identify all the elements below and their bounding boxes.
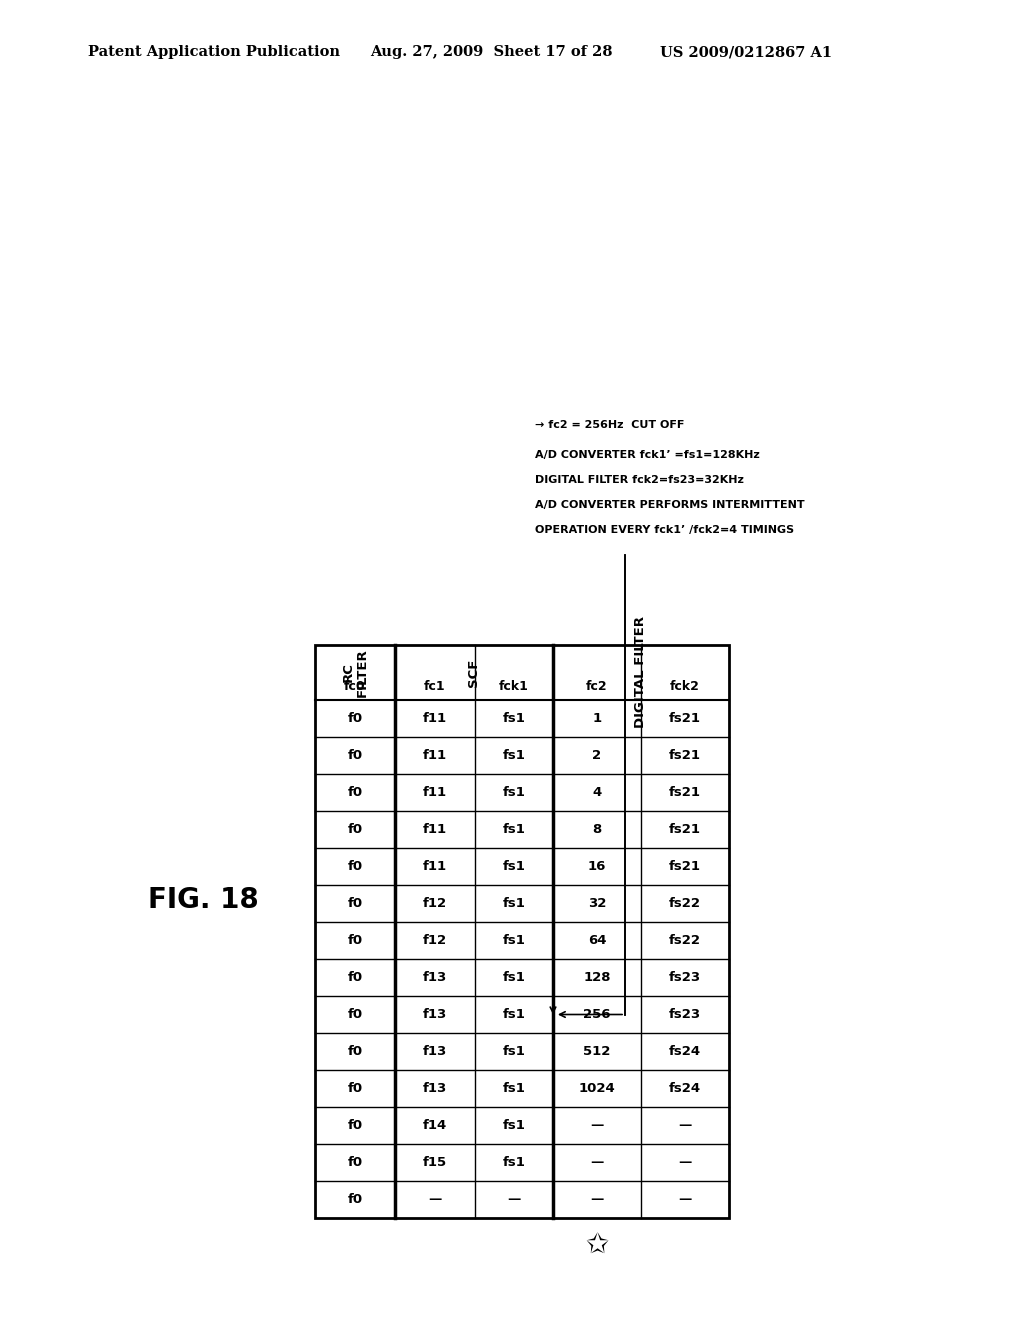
Text: fs1: fs1 — [503, 935, 525, 946]
Text: fs1: fs1 — [503, 898, 525, 909]
Text: OPERATION EVERY fck1’ /fck2=4 TIMINGS: OPERATION EVERY fck1’ /fck2=4 TIMINGS — [535, 525, 795, 535]
Text: f12: f12 — [423, 935, 447, 946]
Text: 1: 1 — [593, 711, 601, 725]
Text: f13: f13 — [423, 1082, 447, 1096]
Text: Patent Application Publication: Patent Application Publication — [88, 45, 340, 59]
Text: fs1: fs1 — [503, 748, 525, 762]
Text: f14: f14 — [423, 1119, 447, 1133]
Text: f11: f11 — [423, 785, 447, 799]
Text: 16: 16 — [588, 861, 606, 873]
Text: f0: f0 — [347, 1045, 362, 1059]
Text: 256: 256 — [584, 1008, 610, 1020]
Text: f0: f0 — [347, 1193, 362, 1206]
Text: f0: f0 — [347, 785, 362, 799]
Text: fc0: fc0 — [344, 680, 366, 693]
Text: fs1: fs1 — [503, 822, 525, 836]
Text: f12: f12 — [423, 898, 447, 909]
Text: 64: 64 — [588, 935, 606, 946]
Text: fs21: fs21 — [669, 822, 701, 836]
Text: f11: f11 — [423, 822, 447, 836]
Text: —: — — [678, 1193, 691, 1206]
Text: f13: f13 — [423, 972, 447, 983]
Text: fs1: fs1 — [503, 711, 525, 725]
Text: fs1: fs1 — [503, 1045, 525, 1059]
Text: fs1: fs1 — [503, 1119, 525, 1133]
Text: fs23: fs23 — [669, 972, 701, 983]
Text: f0: f0 — [347, 711, 362, 725]
Text: fck1: fck1 — [499, 680, 529, 693]
Text: f11: f11 — [423, 711, 447, 725]
Text: DIGITAL FILTER fck2=fs23=32KHz: DIGITAL FILTER fck2=fs23=32KHz — [535, 475, 743, 484]
Text: f0: f0 — [347, 861, 362, 873]
Text: fs1: fs1 — [503, 1082, 525, 1096]
Bar — [315, 645, 729, 1218]
Text: f0: f0 — [347, 972, 362, 983]
Text: f0: f0 — [347, 898, 362, 909]
Text: f15: f15 — [423, 1156, 447, 1170]
Text: —: — — [678, 1119, 691, 1133]
Text: —: — — [507, 1193, 520, 1206]
Text: fs1: fs1 — [503, 972, 525, 983]
Text: fc2: fc2 — [586, 680, 608, 693]
Text: f0: f0 — [347, 935, 362, 946]
Text: FIG. 18: FIG. 18 — [148, 886, 259, 913]
Text: A/D CONVERTER PERFORMS INTERMITTENT: A/D CONVERTER PERFORMS INTERMITTENT — [535, 500, 805, 510]
Text: A/D CONVERTER fck1’ =fs1=128KHz: A/D CONVERTER fck1’ =fs1=128KHz — [535, 450, 760, 459]
Text: RC
FILTER: RC FILTER — [341, 648, 369, 697]
Text: → fc2 = 256Hz  CUT OFF: → fc2 = 256Hz CUT OFF — [535, 420, 684, 430]
Text: fs24: fs24 — [669, 1082, 701, 1096]
Text: —: — — [428, 1193, 441, 1206]
Text: fs21: fs21 — [669, 711, 701, 725]
Text: 32: 32 — [588, 898, 606, 909]
Text: fs1: fs1 — [503, 1008, 525, 1020]
Text: US 2009/0212867 A1: US 2009/0212867 A1 — [660, 45, 833, 59]
Text: fs23: fs23 — [669, 1008, 701, 1020]
Text: Aug. 27, 2009  Sheet 17 of 28: Aug. 27, 2009 Sheet 17 of 28 — [370, 45, 612, 59]
Text: 4: 4 — [592, 785, 602, 799]
Text: DIGITAL FILTER: DIGITAL FILTER — [635, 616, 647, 729]
Text: 1024: 1024 — [579, 1082, 615, 1096]
Text: fs1: fs1 — [503, 861, 525, 873]
Text: —: — — [590, 1156, 604, 1170]
Text: fs21: fs21 — [669, 748, 701, 762]
Text: SCF: SCF — [468, 659, 480, 686]
Text: fck2: fck2 — [670, 680, 700, 693]
Text: fc1: fc1 — [424, 680, 445, 693]
Text: fs1: fs1 — [503, 1156, 525, 1170]
Text: f0: f0 — [347, 1119, 362, 1133]
Text: 8: 8 — [592, 822, 602, 836]
Text: fs22: fs22 — [669, 898, 701, 909]
Text: fs22: fs22 — [669, 935, 701, 946]
Text: fs1: fs1 — [503, 785, 525, 799]
Text: f13: f13 — [423, 1045, 447, 1059]
Text: 128: 128 — [584, 972, 610, 983]
Text: f11: f11 — [423, 748, 447, 762]
Text: f11: f11 — [423, 861, 447, 873]
Text: f0: f0 — [347, 748, 362, 762]
Text: —: — — [590, 1119, 604, 1133]
Text: f0: f0 — [347, 822, 362, 836]
Text: f0: f0 — [347, 1008, 362, 1020]
Text: 512: 512 — [584, 1045, 610, 1059]
Text: —: — — [590, 1193, 604, 1206]
Text: fs24: fs24 — [669, 1045, 701, 1059]
Text: f0: f0 — [347, 1156, 362, 1170]
Text: fs21: fs21 — [669, 785, 701, 799]
Text: —: — — [678, 1156, 691, 1170]
Text: fs21: fs21 — [669, 861, 701, 873]
Text: ✩: ✩ — [586, 1232, 608, 1261]
Text: f0: f0 — [347, 1082, 362, 1096]
Text: 2: 2 — [593, 748, 601, 762]
Text: f13: f13 — [423, 1008, 447, 1020]
